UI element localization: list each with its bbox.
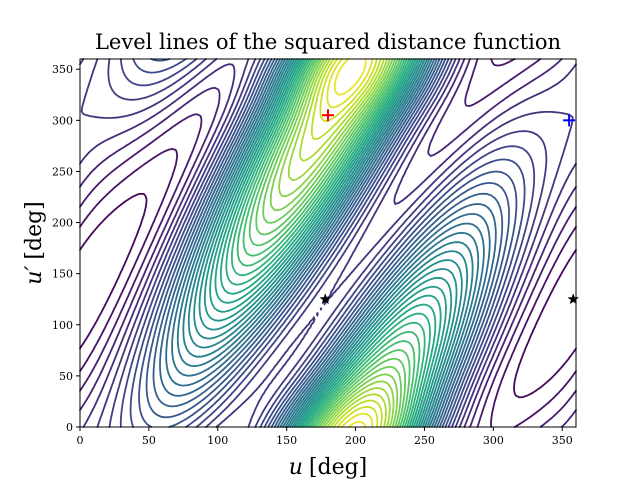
contour-level-31 <box>262 58 402 428</box>
contour-level-1 <box>79 192 577 399</box>
contour-level-13 <box>159 58 497 428</box>
axes-frame <box>79 58 577 428</box>
x-tick-label: 250 <box>414 434 435 447</box>
y-tick-label: 200 <box>52 217 73 230</box>
contour-level-9 <box>129 58 526 428</box>
contour-level-11 <box>145 58 510 428</box>
plus-marker <box>322 109 334 122</box>
contour-level-35 <box>299 58 387 428</box>
contour-level-29 <box>248 58 411 428</box>
contour-level-24 <box>219 58 437 428</box>
y-tick-label: 0 <box>66 421 73 434</box>
y-tick-label: 150 <box>52 268 73 281</box>
y-tick-label: 50 <box>59 370 73 383</box>
contour-level-20 <box>198 58 458 428</box>
x-tick-label: 50 <box>142 434 156 447</box>
contour-level-32 <box>269 58 399 428</box>
y-tick-label: 350 <box>52 63 73 76</box>
x-axis-label: u [deg] <box>289 455 368 480</box>
plot-area <box>79 58 577 428</box>
y-tick-label: 300 <box>52 114 73 127</box>
x-axis-symbol: u <box>289 455 303 480</box>
x-axis-unit: [deg] <box>309 455 367 480</box>
contour-level-21 <box>203 58 453 428</box>
star-marker <box>319 293 331 305</box>
contour-level-26 <box>231 58 426 428</box>
contour-level-33 <box>278 58 395 428</box>
contour-level-2 <box>79 58 577 428</box>
contour-level-36 <box>310 58 383 428</box>
x-tick-label: 200 <box>345 434 366 447</box>
contour-level-7 <box>107 58 548 428</box>
y-ticks: 0 50 100 150 200 250 300 350 <box>52 63 80 434</box>
x-tick-label: 350 <box>552 434 573 447</box>
contour-level-4 <box>79 58 577 428</box>
x-tick-label: 300 <box>483 434 504 447</box>
contour-level-3 <box>79 58 577 428</box>
markers <box>319 109 579 305</box>
contour-level-10 <box>138 58 518 428</box>
y-tick-label: 100 <box>52 319 73 332</box>
contour-level-18 <box>187 58 469 428</box>
chart-title: Level lines of the squared distance func… <box>95 30 561 54</box>
y-axis-label: u′ [deg] <box>22 201 47 285</box>
star-marker <box>567 293 579 305</box>
contour-level-8 <box>119 58 536 428</box>
contour-level-15 <box>171 58 485 428</box>
contour-level-28 <box>242 58 416 428</box>
x-tick-label: 100 <box>207 434 228 447</box>
y-tick-label: 250 <box>52 165 73 178</box>
contour-level-14 <box>165 58 491 428</box>
y-axis-unit: [deg] <box>22 201 47 259</box>
plus-marker <box>563 114 576 127</box>
x-tick-label: 0 <box>77 434 84 447</box>
contour-level-23 <box>214 58 442 428</box>
x-tick-label: 150 <box>276 434 297 447</box>
contour-level-37 <box>319 58 379 428</box>
contour-level-25 <box>225 58 431 428</box>
y-axis-symbol: u′ <box>22 266 47 285</box>
contour-level-17 <box>182 58 474 428</box>
x-ticks: 0 50 100 150 200 250 300 350 <box>77 427 573 447</box>
